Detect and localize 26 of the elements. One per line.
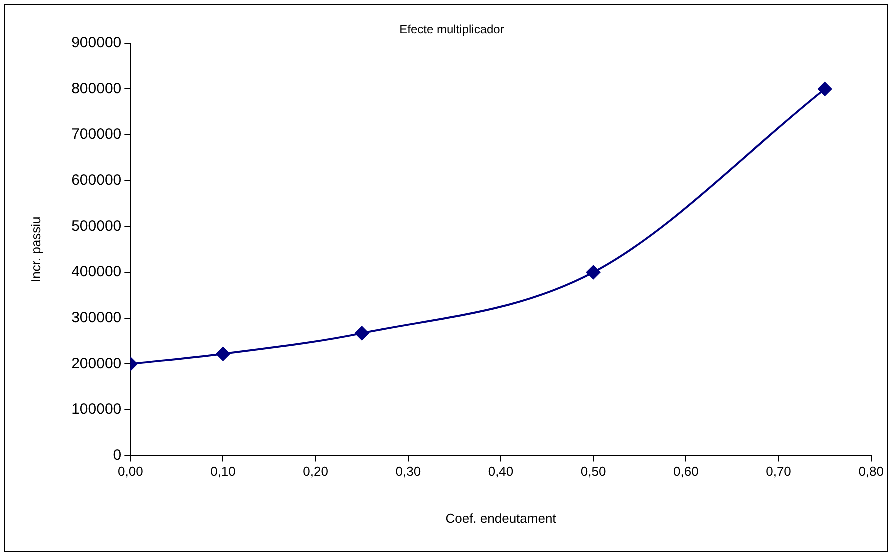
x-tick-label: 0,60 [674, 464, 699, 480]
y-tick-label: 500000 [72, 218, 122, 235]
x-tick-label: 0,50 [580, 464, 606, 480]
y-tick-label: 200000 [72, 355, 122, 372]
x-tick-label: 0,00 [118, 464, 144, 480]
y-tick-label: 800000 [72, 80, 122, 98]
chart-title: Efecte multiplicador [400, 22, 504, 37]
y-tick-label: 700000 [72, 126, 122, 144]
y-tick-label: 900000 [72, 34, 122, 52]
y-axis-title: Incr. passiu [28, 216, 44, 282]
y-tick-label: 0 [113, 446, 122, 464]
point [818, 82, 832, 96]
x-tick-label: 0,80 [858, 464, 884, 480]
x-tick-label: 0,70 [766, 464, 792, 480]
y-tick-label: 300000 [72, 309, 122, 326]
x-tick-label: 0,40 [488, 464, 514, 480]
y-tick-label: 400000 [72, 264, 122, 281]
y-tick-label: 100000 [72, 401, 122, 418]
x-tick-label: 0,20 [303, 464, 328, 480]
x-tick-label: 0,10 [210, 464, 236, 480]
x-tick-label: 0,30 [396, 464, 422, 480]
y-tick-label: 600000 [72, 172, 122, 190]
point [586, 266, 601, 280]
point [355, 326, 370, 340]
x-axis-title: Coef. endeutament [446, 510, 557, 526]
point [216, 347, 230, 362]
